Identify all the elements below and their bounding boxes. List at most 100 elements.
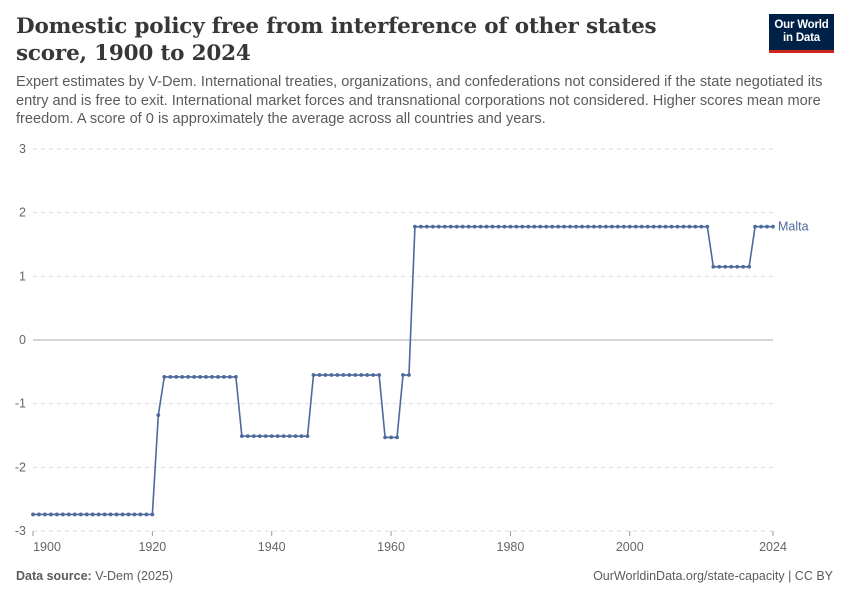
data-point[interactable] xyxy=(759,224,763,229)
data-point[interactable] xyxy=(198,375,202,379)
data-point[interactable] xyxy=(323,373,328,377)
data-point[interactable] xyxy=(78,512,83,517)
data-point[interactable] xyxy=(287,434,292,439)
data-point[interactable] xyxy=(311,373,316,377)
data-point[interactable] xyxy=(174,375,179,379)
data-point[interactable] xyxy=(150,512,155,517)
data-point[interactable] xyxy=(407,373,411,377)
data-point[interactable] xyxy=(424,224,429,229)
data-point[interactable] xyxy=(765,224,769,229)
data-point[interactable] xyxy=(138,512,143,517)
series-line-malta[interactable] xyxy=(33,225,773,516)
data-point[interactable] xyxy=(204,375,208,379)
data-point[interactable] xyxy=(717,264,722,269)
data-point[interactable] xyxy=(395,435,399,440)
data-point[interactable] xyxy=(747,264,752,269)
data-point[interactable] xyxy=(705,224,710,229)
data-point[interactable] xyxy=(621,224,626,229)
data-point[interactable] xyxy=(419,224,423,229)
data-point[interactable] xyxy=(729,264,734,269)
data-point[interactable] xyxy=(580,224,584,229)
data-point[interactable] xyxy=(448,224,453,229)
data-point[interactable] xyxy=(460,224,465,229)
data-point[interactable] xyxy=(663,224,668,229)
data-point[interactable] xyxy=(228,375,232,379)
data-point[interactable] xyxy=(651,224,656,229)
data-point[interactable] xyxy=(90,512,95,517)
data-point[interactable] xyxy=(490,224,495,229)
data-point[interactable] xyxy=(281,434,286,439)
data-point[interactable] xyxy=(484,224,489,229)
series-label-malta[interactable]: Malta xyxy=(778,220,809,234)
data-point[interactable] xyxy=(54,512,59,517)
data-point[interactable] xyxy=(544,224,549,229)
data-point[interactable] xyxy=(693,224,698,229)
data-point[interactable] xyxy=(598,224,602,229)
data-point[interactable] xyxy=(60,512,65,517)
data-point[interactable] xyxy=(741,264,746,269)
data-point[interactable] xyxy=(132,512,137,517)
data-point[interactable] xyxy=(568,224,572,229)
data-point[interactable] xyxy=(645,224,650,229)
data-point[interactable] xyxy=(341,373,346,377)
data-point[interactable] xyxy=(574,224,578,229)
data-point[interactable] xyxy=(538,224,543,229)
data-point[interactable] xyxy=(239,434,244,439)
data-point[interactable] xyxy=(711,264,716,269)
data-point[interactable] xyxy=(353,373,358,377)
data-point[interactable] xyxy=(735,264,740,269)
data-point[interactable] xyxy=(49,512,53,517)
data-point[interactable] xyxy=(180,375,185,379)
source-url-link[interactable]: OurWorldinData.org/state-capacity | CC B… xyxy=(593,569,833,583)
data-point[interactable] xyxy=(234,375,238,379)
data-point[interactable] xyxy=(120,512,125,517)
data-point[interactable] xyxy=(639,224,644,229)
data-point[interactable] xyxy=(263,434,268,439)
data-point[interactable] xyxy=(365,373,370,377)
data-point[interactable] xyxy=(615,224,620,229)
data-point[interactable] xyxy=(562,224,567,229)
data-point[interactable] xyxy=(699,224,704,229)
data-point[interactable] xyxy=(609,224,614,229)
data-point[interactable] xyxy=(442,224,447,229)
data-point[interactable] xyxy=(108,512,113,517)
data-point[interactable] xyxy=(383,435,387,440)
data-point[interactable] xyxy=(681,224,686,229)
data-point[interactable] xyxy=(251,434,256,439)
data-point[interactable] xyxy=(216,375,220,379)
data-point[interactable] xyxy=(556,224,561,229)
data-point[interactable] xyxy=(37,512,41,517)
data-point[interactable] xyxy=(627,224,632,229)
data-point[interactable] xyxy=(43,512,47,517)
data-point[interactable] xyxy=(72,512,77,517)
data-point[interactable] xyxy=(335,373,340,377)
data-point[interactable] xyxy=(520,224,525,229)
data-point[interactable] xyxy=(514,224,519,229)
data-point[interactable] xyxy=(257,434,262,439)
data-point[interactable] xyxy=(31,512,35,517)
data-point[interactable] xyxy=(753,224,757,229)
data-point[interactable] xyxy=(436,224,441,229)
data-point[interactable] xyxy=(502,224,507,229)
data-point[interactable] xyxy=(413,224,417,229)
data-point[interactable] xyxy=(723,264,728,269)
data-point[interactable] xyxy=(96,512,101,517)
data-point[interactable] xyxy=(222,375,226,379)
data-point[interactable] xyxy=(275,434,280,439)
data-point[interactable] xyxy=(359,373,364,377)
data-point[interactable] xyxy=(430,224,435,229)
data-point[interactable] xyxy=(550,224,555,229)
data-point[interactable] xyxy=(454,224,459,229)
data-point[interactable] xyxy=(669,224,674,229)
data-point[interactable] xyxy=(532,224,537,229)
data-point[interactable] xyxy=(586,224,590,229)
data-point[interactable] xyxy=(126,512,131,517)
data-point[interactable] xyxy=(102,512,107,517)
data-point[interactable] xyxy=(371,373,376,377)
data-point[interactable] xyxy=(633,224,638,229)
data-point[interactable] xyxy=(269,434,274,439)
data-point[interactable] xyxy=(114,512,119,517)
data-point[interactable] xyxy=(377,373,382,377)
data-point[interactable] xyxy=(66,512,71,517)
data-point[interactable] xyxy=(329,373,334,377)
